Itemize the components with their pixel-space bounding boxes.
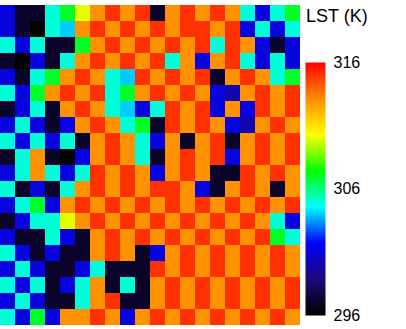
svg-text:296: 296: [334, 307, 361, 324]
html-text:LST (K): LST (K): [306, 6, 368, 26]
svg-text:306: 306: [334, 180, 361, 197]
svg-text:316: 316: [334, 54, 361, 71]
